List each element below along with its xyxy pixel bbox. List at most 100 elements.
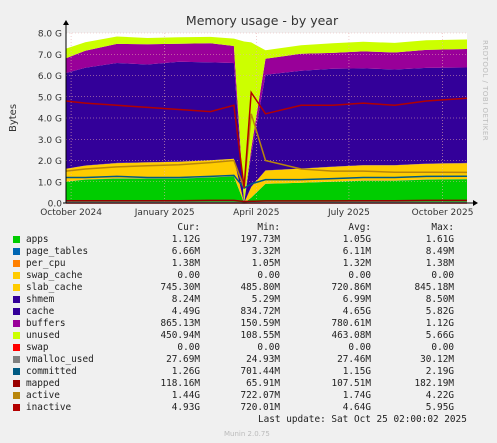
legend-value-max: 2.19G bbox=[425, 366, 454, 377]
legend-label: per_cpu bbox=[26, 258, 66, 269]
legend-value-max: 5.66G bbox=[425, 330, 454, 341]
legend-value-avg: 4.65G bbox=[342, 306, 371, 317]
y-tick-label: 2.0 G bbox=[38, 157, 62, 167]
legend-item-buffers: buffers 865.13M 150.59M 780.61M 1.12G bbox=[0, 318, 497, 330]
legend-item-committed: committed 1.26G 701.44M 1.15G 2.19G bbox=[0, 366, 497, 378]
legend-label: committed bbox=[26, 366, 77, 377]
legend-value-cur: 1.12G bbox=[171, 234, 200, 245]
legend-swatch bbox=[13, 368, 20, 375]
legend-value-max: 30.12M bbox=[420, 354, 454, 365]
legend-label: page_tables bbox=[26, 246, 89, 257]
legend-value-avg: 0.00 bbox=[348, 270, 371, 281]
legend-value-cur: 118.16M bbox=[160, 378, 200, 389]
y-tick-label: 8.0 G bbox=[38, 30, 62, 40]
legend-item-swap_cache: swap_cache 0.00 0.00 0.00 0.00 bbox=[0, 270, 497, 282]
legend-value-cur: 0.00 bbox=[177, 342, 200, 353]
line-mapped bbox=[66, 199, 467, 203]
area-cache bbox=[66, 61, 467, 203]
y-tick-label: 6.0 G bbox=[38, 72, 62, 82]
legend-value-cur: 8.24M bbox=[171, 294, 200, 305]
legend-item-per_cpu: per_cpu 1.38M 1.05M 1.32M 1.38M bbox=[0, 258, 497, 270]
legend-value-cur: 1.44G bbox=[171, 390, 200, 401]
legend-swatch bbox=[13, 260, 20, 267]
legend-value-avg: 1.32M bbox=[342, 258, 371, 269]
legend-value-max: 8.49M bbox=[425, 246, 454, 257]
y-tick-label: 7.0 G bbox=[38, 51, 62, 61]
legend-header-avg: Avg: bbox=[348, 222, 371, 233]
legend-label: inactive bbox=[26, 402, 72, 413]
legend-swatch bbox=[13, 392, 20, 399]
legend-value-max: 5.95G bbox=[425, 402, 454, 413]
legend-value-avg: 27.46M bbox=[337, 354, 371, 365]
legend-value-max: 4.22G bbox=[425, 390, 454, 401]
area-buffers bbox=[66, 43, 467, 203]
legend-value-avg: 780.61M bbox=[331, 318, 371, 329]
legend-swatch bbox=[13, 248, 20, 255]
legend-value-min: 5.29M bbox=[251, 294, 280, 305]
legend-value-cur: 27.69M bbox=[166, 354, 200, 365]
legend-label: cache bbox=[26, 306, 55, 317]
legend-label: active bbox=[26, 390, 60, 401]
legend-value-min: 834.72M bbox=[240, 306, 280, 317]
legend-label: swap_cache bbox=[26, 270, 83, 281]
legend-swatch bbox=[13, 380, 20, 387]
legend-value-min: 720.01M bbox=[240, 402, 280, 413]
y-tick-label: 1.0 G bbox=[38, 178, 62, 188]
legend-header-cur: Cur: bbox=[177, 222, 200, 233]
legend-value-avg: 6.99M bbox=[342, 294, 371, 305]
legend-value-min: 197.73M bbox=[240, 234, 280, 245]
legend-value-avg: 6.11M bbox=[342, 246, 371, 257]
legend-value-max: 1.38M bbox=[425, 258, 454, 269]
legend-value-avg: 720.86M bbox=[331, 282, 371, 293]
line-inactive bbox=[65, 90, 468, 188]
legend-value-cur: 865.13M bbox=[160, 318, 200, 329]
legend-value-cur: 4.49G bbox=[171, 306, 200, 317]
legend-value-min: 0.00 bbox=[257, 270, 280, 281]
legend-label: apps bbox=[26, 234, 49, 245]
legend-value-avg: 1.74G bbox=[342, 390, 371, 401]
legend-swatch bbox=[13, 284, 20, 291]
y-axis-label: Bytes bbox=[8, 104, 19, 132]
legend-item-swap: swap 0.00 0.00 0.00 0.00 bbox=[0, 342, 497, 354]
legend-swatch bbox=[13, 404, 20, 411]
area-slab_cache bbox=[66, 158, 467, 203]
legend-label: mapped bbox=[26, 378, 60, 389]
legend-value-cur: 0.00 bbox=[177, 270, 200, 281]
legend-value-min: 485.80M bbox=[240, 282, 280, 293]
legend-swatch bbox=[13, 272, 20, 279]
legend-swatch bbox=[13, 356, 20, 363]
legend-swatch bbox=[13, 344, 20, 351]
rrdtool-credit: RRDTOOL / TOBI OETIKER bbox=[481, 40, 489, 142]
legend-value-avg: 4.64G bbox=[342, 402, 371, 413]
line-committed bbox=[66, 174, 468, 190]
legend-item-active: active 1.44G 722.07M 1.74G 4.22G bbox=[0, 390, 497, 402]
legend-header-min: Min: bbox=[257, 222, 280, 233]
legend-value-cur: 1.38M bbox=[171, 258, 200, 269]
legend-swatch bbox=[13, 296, 20, 303]
legend-value-max: 1.61G bbox=[425, 234, 454, 245]
legend-label: shmem bbox=[26, 294, 55, 305]
legend-item-mapped: mapped 118.16M 65.91M 107.51M 182.19M bbox=[0, 378, 497, 390]
line-active bbox=[65, 113, 468, 188]
legend-item-inactive: inactive 4.93G 720.01M 4.64G 5.95G bbox=[0, 402, 497, 414]
legend-value-max: 182.19M bbox=[414, 378, 454, 389]
legend-value-min: 150.59M bbox=[240, 318, 280, 329]
y-tick-label: 5.0 G bbox=[38, 93, 62, 103]
legend-value-min: 108.55M bbox=[240, 330, 280, 341]
legend-value-cur: 6.66M bbox=[171, 246, 200, 257]
legend-swatch bbox=[13, 320, 20, 327]
x-tick-label: April 2025 bbox=[233, 208, 279, 218]
legend-header-max: Max: bbox=[431, 222, 454, 233]
legend-value-max: 0.00 bbox=[431, 270, 454, 281]
legend-value-max: 1.12G bbox=[425, 318, 454, 329]
x-tick-label: July 2025 bbox=[327, 208, 370, 218]
legend-value-max: 0.00 bbox=[431, 342, 454, 353]
legend-value-avg: 1.05G bbox=[342, 234, 371, 245]
y-tick-label: 3.0 G bbox=[38, 136, 62, 146]
y-tick-label: 0.0 bbox=[48, 200, 63, 210]
chart-title: Memory usage - by year bbox=[186, 13, 339, 28]
legend-swatch bbox=[13, 308, 20, 315]
legend-value-min: 1.05M bbox=[251, 258, 280, 269]
legend-value-avg: 1.15G bbox=[342, 366, 371, 377]
munin-version: Munin 2.0.75 bbox=[224, 430, 270, 438]
